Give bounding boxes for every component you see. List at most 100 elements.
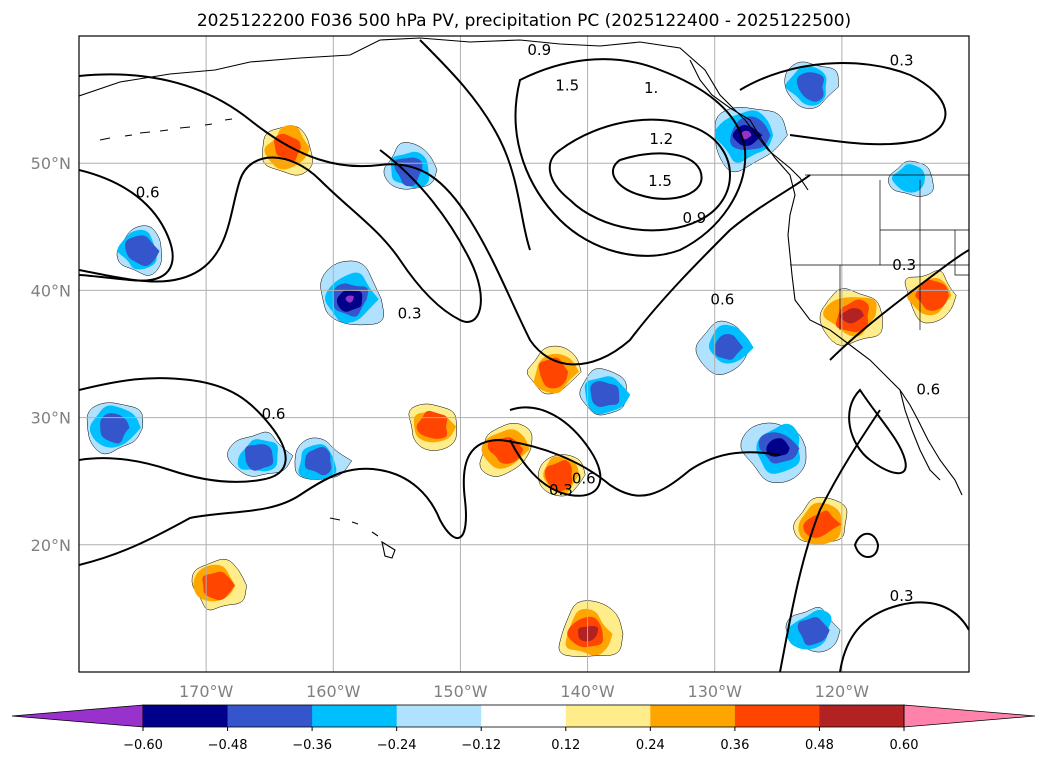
precip-blob-neg <box>888 160 934 197</box>
bc-coast <box>689 59 963 496</box>
colorbar-segment <box>734 705 820 727</box>
pv-contour-0.3-ne <box>739 62 947 146</box>
pv-contour-0.6-east <box>848 388 907 475</box>
contour-label: 1. <box>644 79 658 97</box>
precip-blob-neg <box>579 368 631 416</box>
precip-blob-pos <box>558 600 624 657</box>
y-tick-label: 40°N <box>31 281 71 300</box>
precip-blob-neg <box>116 225 162 276</box>
x-tick-label: 170°W <box>179 682 234 701</box>
pv-contour-1.2 <box>548 118 731 232</box>
colorbar-extend-high <box>903 704 1036 728</box>
precip-level-0.48 <box>766 438 790 457</box>
colorbar-tick-label: 0.36 <box>720 738 749 753</box>
contour-label: 0.6 <box>262 405 286 423</box>
precip-level-0.48 <box>578 626 599 642</box>
colorbar-segment <box>481 705 567 727</box>
contour-labels: 0.91.5 1.0.31.21.50.90.60.60.30.30.60.60.… <box>136 41 941 605</box>
colorbar-tick-label: −0.24 <box>377 738 417 753</box>
contour-label: 0.6 <box>710 290 734 308</box>
aleutian-islands <box>99 118 233 141</box>
contour-label: 0.3 <box>890 587 914 605</box>
colorbar-segment <box>396 705 482 727</box>
colorbar-tick-label: 0.12 <box>551 738 580 753</box>
colorbar-tick-label: −0.48 <box>208 738 248 753</box>
precip-blob-neg <box>695 320 754 376</box>
pv-contour-0.6-south <box>79 438 781 566</box>
precip-level-0.36 <box>244 444 274 471</box>
baja-coast <box>899 389 941 481</box>
colorbar-tick-label: −0.12 <box>461 738 501 753</box>
contour-label: 1.5 <box>648 172 672 190</box>
precip-level-0.36 <box>544 460 573 492</box>
pv-contour-1.5-loop <box>611 152 703 200</box>
colorbar-tick-label: −0.36 <box>292 738 332 753</box>
precip-blob-neg <box>785 606 841 653</box>
y-axis-ticks: 20°N 30°N 40°N 50°N <box>31 154 71 555</box>
precip-level-0.36 <box>538 357 569 389</box>
pv-contour-small-ring <box>853 532 880 558</box>
colorbar-segment <box>819 705 905 727</box>
precip-level-0.36 <box>796 72 825 102</box>
precip-blob-neg <box>714 106 788 173</box>
x-tick-label: 140°W <box>560 682 615 701</box>
pv-contour-0.3-se <box>779 409 881 672</box>
pv-contour-0.3-north <box>79 149 482 323</box>
contour-label: 0.3 <box>892 256 916 274</box>
y-tick-label: 20°N <box>31 536 71 555</box>
colorbar-segment <box>565 705 651 727</box>
pv-contour-0.6-west <box>79 169 174 282</box>
precip-blob-pos <box>537 454 586 497</box>
precip-blob-pos <box>479 422 533 477</box>
political-borders <box>790 174 969 330</box>
contour-label: 1.2 <box>649 130 673 148</box>
precip-level-0.36 <box>590 380 620 408</box>
pv-contour-0.3-south <box>509 406 602 497</box>
colorbar: −0.60 −0.48 −0.36 −0.24 −0.12 0.12 0.24 0.36 0.4… <box>11 704 1036 753</box>
alaska-coast <box>79 37 809 191</box>
precip-blob-pos <box>191 558 247 611</box>
x-tick-label: 150°W <box>433 682 488 701</box>
precip-blob-neg <box>320 260 385 326</box>
contour-label: 0.6 <box>916 381 940 399</box>
contour-label: 0.6 <box>136 184 160 202</box>
pv-contour-0.6-mid <box>79 377 287 483</box>
precip-level-0.36 <box>125 235 160 267</box>
colorbar-tick-label: 0.24 <box>636 738 665 753</box>
precip-level-0.36 <box>714 333 744 360</box>
x-tick-label: 130°W <box>688 682 743 701</box>
colorbar-segment <box>227 705 313 727</box>
precip-blob-neg <box>294 437 353 480</box>
pv-contours <box>79 39 969 672</box>
precip-level-0.36 <box>797 616 830 646</box>
precip-level-0.36 <box>487 437 524 464</box>
precip-level-0.24 <box>891 164 925 193</box>
precip-level-0.36 <box>915 279 949 311</box>
x-tick-label: 120°W <box>815 682 870 701</box>
contour-label: 0.3 <box>549 481 573 499</box>
x-axis-ticks: 170°W 160°W 150°W 140°W 130°W 120°W <box>179 682 869 701</box>
pv-contour-upper <box>419 39 531 251</box>
x-tick-label: 160°W <box>306 682 361 701</box>
colorbar-tick-label: 0.60 <box>890 738 919 753</box>
hawaii-islands <box>329 517 396 559</box>
precip-level-0.6 <box>741 130 752 140</box>
precip-level-0.48 <box>839 308 864 324</box>
colorbar-segment <box>143 705 229 727</box>
colorbar-tick-label: 0.48 <box>805 738 834 753</box>
pv-contour-0.3-east <box>829 249 969 361</box>
y-tick-label: 30°N <box>31 409 71 428</box>
precip-blob-neg <box>227 431 294 477</box>
y-tick-label: 50°N <box>31 154 71 173</box>
precip-level-0.36 <box>202 571 235 601</box>
precipitation-layer <box>86 61 957 657</box>
colorbar-outline <box>142 704 905 728</box>
colorbar-tick-label: −0.60 <box>123 738 163 753</box>
colorbar-segment <box>650 705 736 727</box>
precip-level-0.36 <box>100 413 130 444</box>
contour-label: 0.3 <box>398 304 422 322</box>
contour-label: 1.5 <box>555 77 579 95</box>
contour-label: 0.9 <box>527 41 551 59</box>
precip-blob-neg <box>740 422 807 484</box>
